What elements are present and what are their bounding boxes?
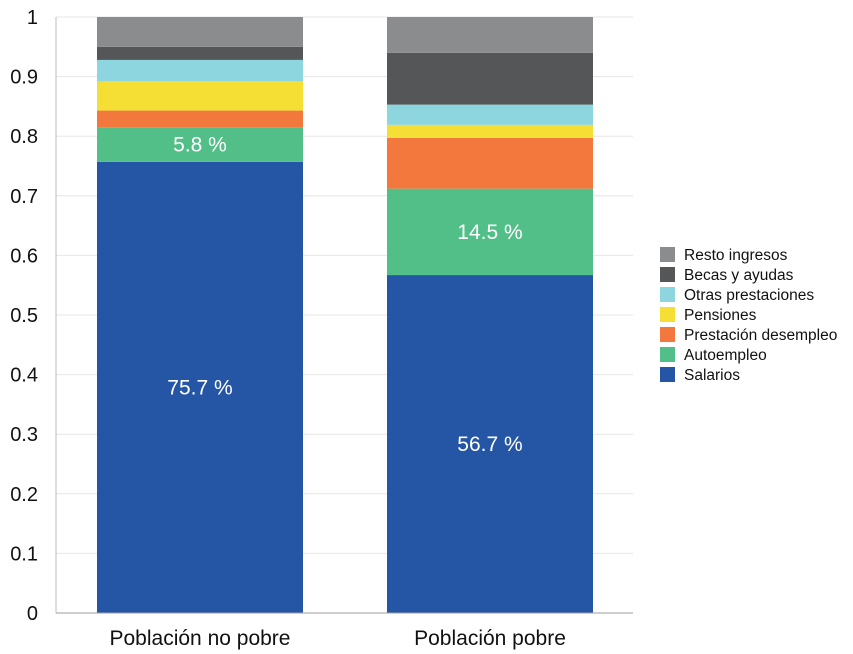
data-label: 56.7 % — [457, 433, 522, 456]
bar-segment-becas-y-ayudas — [387, 52, 593, 105]
bar-segment-pensiones — [387, 124, 593, 138]
legend-label: Salarios — [684, 367, 740, 384]
x-category-label: Población no pobre — [110, 627, 291, 650]
bar-segment-becas-y-ayudas — [97, 46, 303, 60]
bar-segment-autoempleo — [97, 127, 303, 162]
bar-segment-resto-ingresos — [387, 17, 593, 53]
y-tick-label: 0.5 — [10, 305, 38, 327]
bar-segment-salarios — [97, 161, 303, 613]
legend-swatch-becas-y-ayudas — [660, 267, 675, 282]
legend-label: Resto ingresos — [684, 247, 788, 264]
legend-swatch-pensiones — [660, 307, 675, 322]
y-tick-label: 0.1 — [10, 543, 38, 565]
y-tick-label: 0.6 — [10, 245, 38, 267]
y-tick-label: 0.3 — [10, 424, 38, 446]
legend-swatch-otras-prestaciones — [660, 287, 675, 302]
bar-segment-autoempleo — [387, 188, 593, 276]
bar-segment-salarios — [387, 275, 593, 613]
data-label: 75.7 % — [167, 376, 232, 399]
bar-segment-prestacion-desempleo — [387, 137, 593, 189]
data-label: 5.8 % — [173, 134, 227, 157]
y-tick-label: 0 — [27, 603, 38, 625]
y-tick-label: 0.8 — [10, 126, 38, 148]
legend-label: Pensiones — [684, 307, 757, 324]
bar-segment-pensiones — [97, 81, 303, 111]
y-tick-label: 1 — [27, 7, 38, 29]
legend-swatch-prestacion-desempleo — [660, 327, 675, 342]
legend-swatch-salarios — [660, 367, 675, 382]
data-label: 14.5 % — [457, 221, 522, 244]
y-tick-label: 0.2 — [10, 484, 38, 506]
legend-swatch-autoempleo — [660, 347, 675, 362]
legend-swatch-resto-ingresos — [660, 247, 675, 262]
bar-segment-resto-ingresos — [97, 17, 303, 47]
y-tick-label: 0.7 — [10, 186, 38, 208]
x-category-label: Población pobre — [414, 627, 566, 650]
legend-label: Prestación desempleo — [684, 327, 837, 344]
y-tick-label: 0.4 — [10, 365, 38, 387]
y-tick-label: 0.9 — [10, 67, 38, 89]
bar-segment-otras-prestaciones — [387, 104, 593, 125]
legend-label: Autoempleo — [684, 347, 767, 364]
legend-label: Becas y ayudas — [684, 267, 794, 284]
bar-segment-otras-prestaciones — [97, 59, 303, 82]
legend-label: Otras prestaciones — [684, 287, 814, 304]
bar-segment-prestacion-desempleo — [97, 110, 303, 128]
legend: Resto ingresos Becas y ayudas Otras presta… — [660, 247, 837, 384]
